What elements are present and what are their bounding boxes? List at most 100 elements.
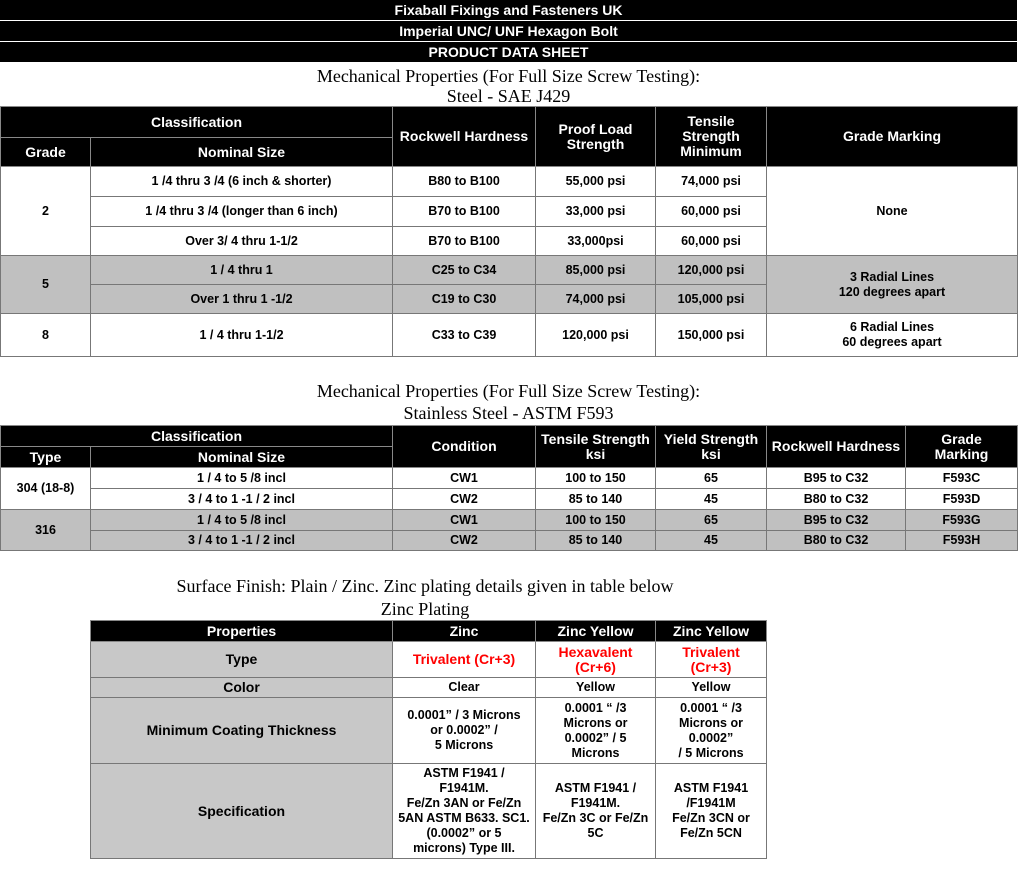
marking-cell: F593D [905, 488, 1018, 510]
marking-line: 60 degrees apart [842, 335, 942, 349]
proof-cell: 74,000 psi [535, 284, 656, 314]
table-row: Specification ASTM F1941 /F1941M. Fe/Zn 3… [90, 763, 767, 859]
table-row: Over 3/ 4 thru 1-1/2 B70 to B100 33,000psi… [1, 226, 1018, 256]
table-row: 316 1 / 4 to 5 /8 incl CW1 100 to 150 65 B95 … [0, 509, 1018, 551]
line: ASTM F1941 / [554, 781, 637, 795]
product-title: Imperial UNC/ UNF Hexagon Bolt [0, 21, 1017, 42]
header-properties: Properties [90, 620, 393, 642]
grade-cell: 8 [0, 313, 91, 357]
line: 0.0001 “ /3 [564, 700, 627, 715]
zinc-table: Properties Zinc Zinc Yellow Zinc Yellow Typ… [90, 620, 767, 859]
header-line: Tensile Strength [541, 430, 650, 447]
table-row: 3 / 4 to 1 -1 / 2 incl CW2 85 to 140 45 B80 … [1, 530, 1018, 551]
tensile-cell: 105,000 psi [655, 284, 767, 314]
line: ASTM F1941 / [423, 766, 505, 780]
tensile-cell: 100 to 150 [535, 467, 656, 489]
line: F1941M. [570, 796, 621, 810]
type-cell: Trivalent (Cr+3) [392, 641, 536, 678]
thickness-cell: 0.0001” / 3 Microns or 0.0002” /5 Microns [392, 697, 536, 764]
line: or 0.0002” / [430, 723, 498, 737]
type-cell: 316 [0, 509, 91, 551]
rockwell-cell: B95 to C32 [766, 509, 906, 531]
proof-cell: 85,000 psi [535, 255, 656, 285]
marking-cell: 3 Radial Lines 120 degrees apart [766, 255, 1018, 314]
line: (0.0002” or 5 [426, 826, 502, 840]
header-zinc: Zinc [392, 620, 536, 642]
line: / 5 Microns [678, 745, 744, 760]
tensile-cell: 60,000 psi [655, 226, 767, 256]
size-cell: 1 / 4 to 5 /8 incl [90, 509, 393, 531]
type-line: (Cr+6) [575, 658, 616, 675]
company-title: Fixaball Fixings and Fasteners UK [0, 0, 1017, 21]
thickness-cell: 0.0001 “ /3 Microns or 0.0002”/ 5 Microns [655, 697, 767, 764]
header-line: Yield Strength [663, 430, 759, 447]
stainless-subheading: Stainless Steel - ASTM F593 [403, 403, 614, 423]
table-row: Minimum Coating Thickness 0.0001” / 3 Mi… [90, 697, 767, 764]
type-line: Hexavalent [558, 643, 633, 660]
header-line: Marking [934, 445, 989, 462]
type-line: (Cr+3) [690, 658, 732, 675]
marking-cell: F593H [905, 530, 1018, 551]
header-classification: Classification [0, 106, 393, 138]
condition-cell: CW2 [392, 488, 536, 510]
line: F1941M. [439, 781, 489, 795]
proof-cell: 33,000psi [535, 226, 656, 256]
surface-finish-text: Surface Finish: Plain / Zinc. Zinc plati… [176, 576, 674, 596]
line: microns) Type III. [413, 841, 515, 855]
proof-cell: 55,000 psi [535, 166, 656, 197]
size-cell: 1 / 4 thru 1-1/2 [90, 313, 393, 357]
line: 0.0002” / 5 [564, 730, 627, 745]
rockwell-cell: B80 to B100 [392, 166, 536, 197]
color-cell: Yellow [535, 677, 656, 698]
steel-table: Classification Rockwell Hardness Proof Loa… [0, 106, 1018, 357]
line: ASTM F1941 [673, 781, 749, 795]
header-proof: Proof Load Strength [535, 106, 656, 167]
steel-subheading: Steel - SAE J429 [446, 86, 571, 106]
marking-line: 6 Radial Lines [849, 320, 935, 334]
condition-cell: CW2 [392, 530, 536, 551]
zinc-plating-title: Zinc Plating [380, 599, 470, 619]
line: 0.0001 “ /3 [680, 700, 742, 715]
stainless-heading: Mechanical Properties (For Full Size Scr… [316, 381, 701, 401]
type-line: Trivalent (Cr+3) [412, 651, 516, 667]
grade-cell: 2 [0, 166, 91, 256]
marking-line: 120 degrees apart [838, 284, 946, 299]
marking-cell: 6 Radial Lines 60 degrees apart [766, 313, 1018, 357]
header-nominal-size: Nominal Size [90, 137, 393, 167]
row-label: Minimum Coating Thickness [90, 697, 393, 764]
tensile-cell: 74,000 psi [655, 166, 767, 197]
spec-cell: ASTM F1941 /F1941M. Fe/Zn 3C or Fe/Zn 5C [535, 763, 656, 859]
row-label: Type [90, 641, 393, 678]
yield-cell: 65 [655, 509, 767, 531]
grade-cell: 5 [0, 255, 91, 314]
size-cell: 1 /4 thru 3 /4 (6 inch & shorter) [90, 166, 393, 197]
size-cell: 1 / 4 thru 1 [90, 255, 393, 285]
yield-cell: 45 [655, 488, 767, 510]
rockwell-cell: C19 to C30 [392, 284, 536, 314]
rockwell-cell: B70 to B100 [392, 226, 536, 256]
tensile-cell: 100 to 150 [535, 509, 656, 531]
stainless-table: Classification Condition Tensile Strength k… [0, 425, 1018, 551]
header-marking: Grade Marking [766, 106, 1018, 167]
size-cell: Over 3/ 4 thru 1-1/2 [90, 226, 393, 256]
marking-cell: F593C [905, 467, 1018, 489]
rockwell-cell: B70 to B100 [392, 196, 536, 227]
line: 5C [587, 826, 604, 840]
table-row: Color Clear Yellow Yellow [90, 677, 767, 698]
row-label: Specification [90, 763, 393, 859]
color-cell: Clear [392, 677, 536, 698]
line: /F1941M [686, 796, 736, 810]
row-label: Color [90, 677, 393, 698]
header-line: ksi [585, 445, 606, 462]
proof-cell: 33,000 psi [535, 196, 656, 227]
tensile-cell: 85 to 140 [535, 488, 656, 510]
header-marking: Grade Marking [905, 425, 1018, 468]
size-cell: Over 1 thru 1 -1/2 [90, 284, 393, 314]
line: 5 Microns [434, 738, 494, 752]
marking-line: 3 Radial Lines [849, 269, 935, 284]
type-cell: Hexavalent (Cr+6) [535, 641, 656, 678]
rockwell-cell: B95 to C32 [766, 467, 906, 489]
thickness-cell: 0.0001 “ /3 Microns or 0.0002” / 5 Microns [535, 697, 656, 764]
rockwell-cell: B80 to C32 [766, 530, 906, 551]
line: Fe/Zn 3CN or [672, 811, 750, 825]
